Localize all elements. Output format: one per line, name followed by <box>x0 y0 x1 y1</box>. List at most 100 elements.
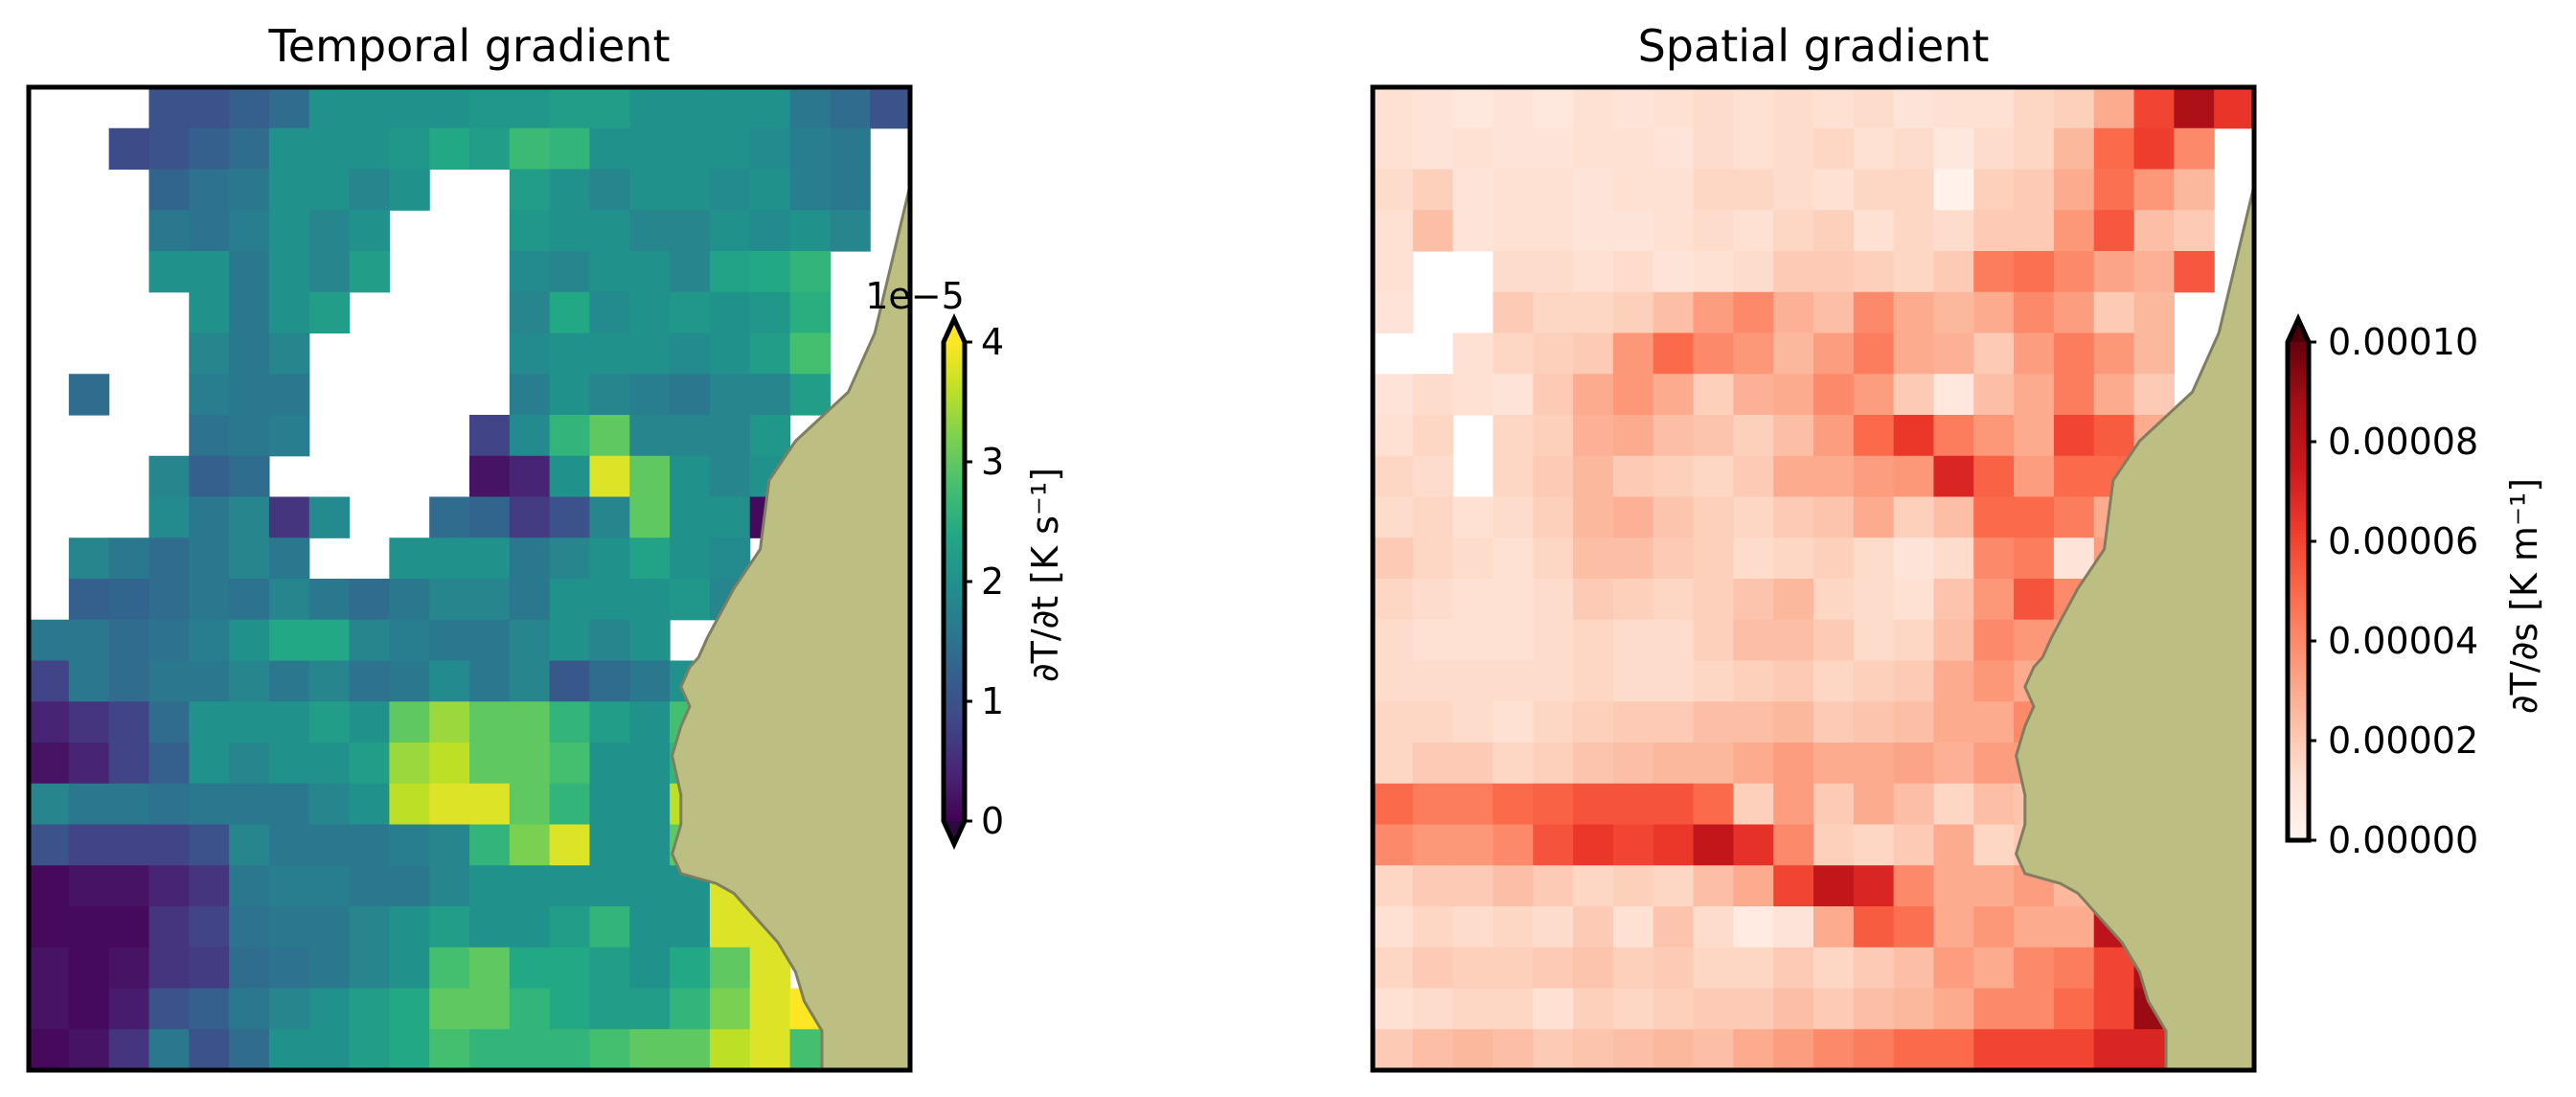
colorbar-segment <box>2288 549 2309 555</box>
heatmap-cell <box>1452 332 1494 375</box>
heatmap-cell <box>349 251 390 293</box>
heatmap-cell <box>1693 660 1734 702</box>
heatmap-cell <box>1973 701 2015 743</box>
colorbar-segment <box>944 390 965 395</box>
heatmap-cell <box>589 947 630 990</box>
heatmap-cell <box>1452 127 1494 171</box>
colorbar-segment <box>2288 691 2309 697</box>
heatmap-cell <box>1573 169 1614 211</box>
heatmap-cell <box>229 824 270 866</box>
heatmap-cell <box>148 701 190 743</box>
heatmap-cell <box>589 988 630 1030</box>
heatmap-cell <box>1933 660 1974 702</box>
colorbar-segment <box>2288 757 2309 763</box>
colorbar-segment <box>2288 396 2309 401</box>
colorbar-segment <box>944 490 965 495</box>
colorbar-segment <box>2288 798 2309 804</box>
heatmap-cell <box>389 865 430 907</box>
heatmap-cell <box>268 127 310 171</box>
heatmap-cell <box>229 291 270 334</box>
heatmap-cell <box>2053 1029 2095 1071</box>
colorbar-segment <box>2288 695 2309 700</box>
heatmap-cell <box>1773 496 1814 538</box>
heatmap-cell <box>549 619 591 662</box>
heatmap-cell <box>1853 579 1895 621</box>
heatmap-cell <box>1493 947 1534 990</box>
colorbar-segment <box>944 401 965 407</box>
heatmap-cell <box>1493 865 1534 907</box>
heatmap-cell <box>1412 906 1454 948</box>
heatmap-cell <box>1693 127 1734 171</box>
colorbar-segment <box>2288 794 2309 800</box>
heatmap-cell <box>1373 660 1414 702</box>
heatmap-cell <box>749 127 791 171</box>
heatmap-cell <box>229 906 270 948</box>
heatmap-cell <box>108 906 150 948</box>
heatmap-cell <box>549 87 591 129</box>
heatmap-cell <box>1373 906 1414 948</box>
heatmap-cell <box>589 619 630 662</box>
heatmap-cell <box>189 824 230 866</box>
heatmap-cell <box>1533 169 1574 211</box>
colorbar-segment <box>944 665 965 671</box>
colorbar-segment <box>944 641 965 647</box>
heatmap-cell <box>670 332 711 375</box>
heatmap-cell <box>268 824 310 866</box>
heatmap-cell <box>1452 210 1494 252</box>
heatmap-cell <box>1733 87 1774 129</box>
heatmap-cell <box>709 374 751 416</box>
heatmap-cell <box>1853 865 1895 907</box>
heatmap-cell <box>1612 374 1654 416</box>
colorbar-segment <box>944 394 965 400</box>
colorbar-segment <box>2288 392 2309 398</box>
heatmap-cell <box>389 701 430 743</box>
colorbar-segment <box>944 720 965 726</box>
heatmap-cell <box>1653 291 1695 334</box>
heatmap-cell <box>2133 87 2175 129</box>
heatmap-cell <box>1853 906 1895 948</box>
heatmap-cell <box>1733 988 1774 1030</box>
heatmap-cell <box>789 374 831 416</box>
heatmap-cell <box>1853 291 1895 334</box>
heatmap-cell <box>1653 87 1695 129</box>
heatmap-cell <box>870 87 911 129</box>
colorbar-segment <box>2288 404 2309 410</box>
heatmap-cell <box>1573 579 1614 621</box>
heatmap-cell <box>1573 701 1614 743</box>
heatmap-cell <box>1573 906 1614 948</box>
heatmap-cell <box>509 415 551 457</box>
heatmap-cell <box>189 127 230 171</box>
heatmap-cell <box>2093 415 2135 457</box>
heatmap-cell <box>1612 906 1654 948</box>
heatmap-cell <box>148 169 190 211</box>
heatmap-cell <box>429 660 470 702</box>
heatmap-cell <box>670 906 711 948</box>
heatmap-cell <box>469 537 511 580</box>
heatmap-cell <box>68 824 110 866</box>
heatmap-cell <box>1653 455 1695 498</box>
heatmap-cell <box>469 988 511 1030</box>
heatmap-cell <box>148 743 190 785</box>
colorbar-segment <box>2288 408 2309 414</box>
heatmap-cell <box>389 127 430 171</box>
heatmap-cell <box>1933 619 1974 662</box>
heatmap-cell <box>1813 415 1855 457</box>
heatmap-cell <box>1733 865 1774 907</box>
heatmap-cell <box>1893 783 1935 826</box>
heatmap-cell <box>29 906 70 948</box>
heatmap-cell <box>148 660 190 702</box>
heatmap-cell <box>189 210 230 252</box>
heatmap-cell <box>1573 251 1614 293</box>
heatmap-cell <box>1653 743 1695 785</box>
heatmap-cell <box>1693 291 1734 334</box>
heatmap-cell <box>589 537 630 580</box>
colorbar-segment <box>2288 516 2309 522</box>
heatmap-cell <box>789 169 831 211</box>
colorbar-segment <box>2288 520 2309 526</box>
temporal-axes-frame <box>26 84 913 1073</box>
heatmap-cell <box>1813 87 1855 129</box>
heatmap-cell <box>1893 127 1935 171</box>
heatmap-cell <box>189 537 230 580</box>
colorbar-segment <box>944 697 965 702</box>
heatmap-cell <box>589 1029 630 1071</box>
